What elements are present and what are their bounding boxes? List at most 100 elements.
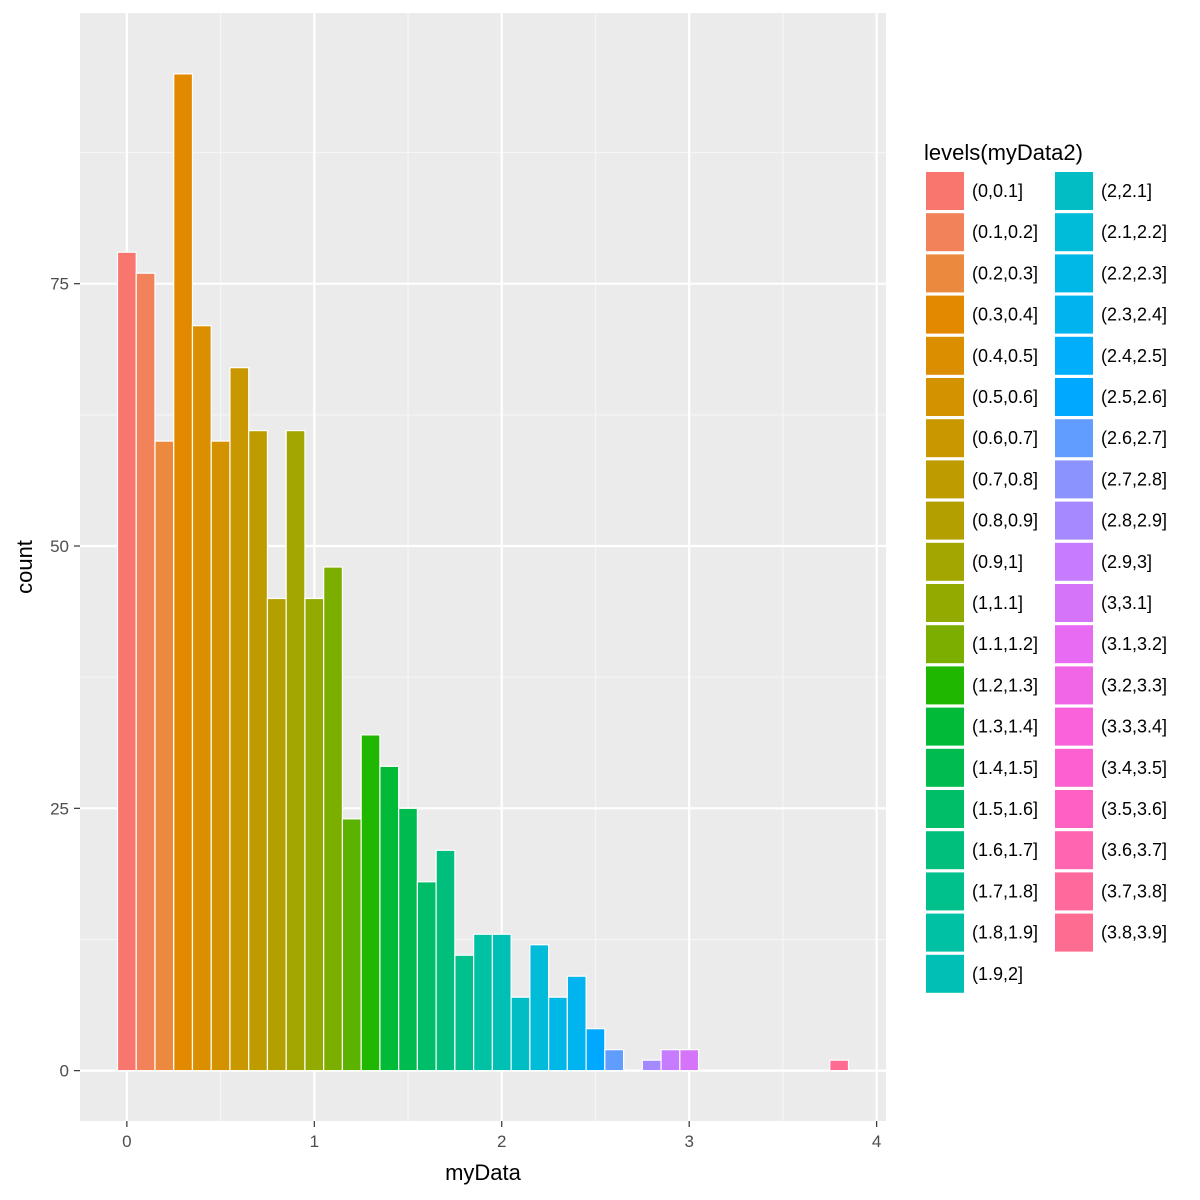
legend-swatch xyxy=(1055,378,1093,416)
legend-swatch xyxy=(926,584,964,622)
histogram-bar xyxy=(529,944,550,1072)
histogram-bar xyxy=(360,734,381,1072)
legend-swatch xyxy=(926,790,964,828)
histogram-bar xyxy=(604,1049,625,1072)
legend-label: (0.3,0.4] xyxy=(972,305,1038,325)
legend-item: (0.2,0.3] xyxy=(926,254,1038,293)
histogram-bar xyxy=(304,597,325,1072)
legend-title: levels(myData2) xyxy=(924,140,1083,165)
y-tick-label: 25 xyxy=(50,799,69,818)
histogram-bar xyxy=(641,1059,662,1072)
legend-label: (3.4,3.5] xyxy=(1101,758,1167,778)
histogram-bar xyxy=(548,996,568,1072)
legend-item: (1.7,1.8] xyxy=(926,872,1038,911)
bars xyxy=(116,73,850,1072)
legend-item: (1.4,1.5] xyxy=(926,748,1038,787)
histogram-bar xyxy=(435,849,456,1072)
legend-item: (1.5,1.6] xyxy=(926,790,1038,828)
legend-swatch xyxy=(926,707,964,746)
legend-item: (3.2,3.3] xyxy=(1055,666,1167,705)
legend-item: (3.3,3.4] xyxy=(1055,707,1167,746)
legend-swatch xyxy=(926,336,964,375)
legend-item: (1.8,1.9] xyxy=(926,913,1038,952)
histogram-bar xyxy=(679,1049,700,1072)
histogram-bar xyxy=(191,325,212,1072)
legend-swatch xyxy=(926,625,964,664)
legend-item: (2.3,2.4] xyxy=(1055,295,1167,334)
legend-swatch xyxy=(1055,584,1093,622)
legend-swatch xyxy=(1055,419,1093,458)
legend-swatch xyxy=(1055,460,1093,499)
legend-swatch xyxy=(926,831,964,870)
histogram-bar xyxy=(660,1049,681,1072)
legend-swatch xyxy=(926,172,964,210)
legend-item: (2.5,2.6] xyxy=(1055,378,1167,416)
legend-label: (2.9,3] xyxy=(1101,552,1152,572)
legend-label: (0.4,0.5] xyxy=(972,346,1038,366)
legend-label: (0.9,1] xyxy=(972,552,1023,572)
legend-label: (2.2,2.3] xyxy=(1101,263,1167,283)
legend-label: (0.8,0.9] xyxy=(972,511,1038,531)
legend-label: (2.5,2.6] xyxy=(1101,387,1167,407)
legend-swatch xyxy=(1055,790,1093,828)
legend-item: (0.6,0.7] xyxy=(926,419,1038,458)
legend-label: (2.1,2.2] xyxy=(1101,222,1167,242)
histogram-bar xyxy=(210,440,231,1072)
histogram-bar xyxy=(323,566,344,1072)
legend-item: (3.4,3.5] xyxy=(1055,748,1167,787)
legend-label: (0.7,0.8] xyxy=(972,469,1038,489)
legend-label: (3.8,3.9] xyxy=(1101,923,1167,943)
legend-label: (0,0.1] xyxy=(972,181,1023,201)
y-tick-label: 50 xyxy=(50,537,69,556)
legend-swatch xyxy=(1055,872,1093,911)
legend-entries: (0,0.1] (0.1,0.2] (0.2,0.3] (0.3,0.4] (0.4,0… xyxy=(926,172,1167,993)
legend-item: (0.9,1] xyxy=(926,542,1023,581)
legend-swatch xyxy=(1055,666,1093,705)
histogram-bar xyxy=(135,272,156,1072)
histogram-bar xyxy=(585,1028,606,1072)
x-tick-label: 0 xyxy=(122,1132,131,1151)
legend-item: (3.6,3.7] xyxy=(1055,831,1167,870)
legend-label: (2.7,2.8] xyxy=(1101,469,1167,489)
legend-item: (3.1,3.2] xyxy=(1055,625,1167,664)
legend-swatch xyxy=(1055,542,1093,581)
histogram-bar xyxy=(473,933,493,1072)
legend-swatch xyxy=(1055,254,1093,293)
legend-swatch xyxy=(926,748,964,787)
legend-item: (1.3,1.4] xyxy=(926,707,1038,746)
legend-label: (0.6,0.7] xyxy=(972,428,1038,448)
legend-label: (1.9,2] xyxy=(972,964,1023,984)
legend-swatch xyxy=(926,460,964,499)
legend-label: (1.8,1.9] xyxy=(972,923,1038,943)
legend-swatch xyxy=(926,542,964,581)
legend-swatch xyxy=(1055,625,1093,664)
legend-swatch xyxy=(926,501,964,540)
x-tick-label: 4 xyxy=(872,1132,881,1151)
minor-grid xyxy=(80,13,886,1121)
legend-swatch xyxy=(926,666,964,705)
legend-item: (2.9,3] xyxy=(1055,542,1152,581)
legend-label: (0.1,0.2] xyxy=(972,222,1038,242)
legend-label: (2.4,2.5] xyxy=(1101,346,1167,366)
legend-swatch xyxy=(1055,831,1093,870)
legend-item: (0.4,0.5] xyxy=(926,336,1038,375)
y-tick-label: 0 xyxy=(60,1062,69,1081)
legend-label: (1.7,1.8] xyxy=(972,881,1038,901)
legend-item: (3.7,3.8] xyxy=(1055,872,1167,911)
legend-item: (2.6,2.7] xyxy=(1055,419,1167,458)
legend-label: (3.7,3.8] xyxy=(1101,881,1167,901)
legend-label: (1.1,1.2] xyxy=(972,634,1038,654)
legend-item: (2.4,2.5] xyxy=(1055,336,1167,375)
legend-item: (1.6,1.7] xyxy=(926,831,1038,870)
histogram-bar xyxy=(341,818,362,1072)
histogram-bar xyxy=(229,367,250,1072)
legend-label: (1.3,1.4] xyxy=(972,717,1038,737)
legend-label: (1.2,1.3] xyxy=(972,675,1038,695)
legend-label: (3.1,3.2] xyxy=(1101,634,1167,654)
histogram-bar xyxy=(491,933,512,1072)
legend-label: (3.3,3.4] xyxy=(1101,717,1167,737)
x-axis-title: myData xyxy=(445,1160,522,1185)
legend-item: (0.1,0.2] xyxy=(926,213,1038,252)
legend-label: (2.6,2.7] xyxy=(1101,428,1167,448)
legend-label: (0.2,0.3] xyxy=(972,263,1038,283)
